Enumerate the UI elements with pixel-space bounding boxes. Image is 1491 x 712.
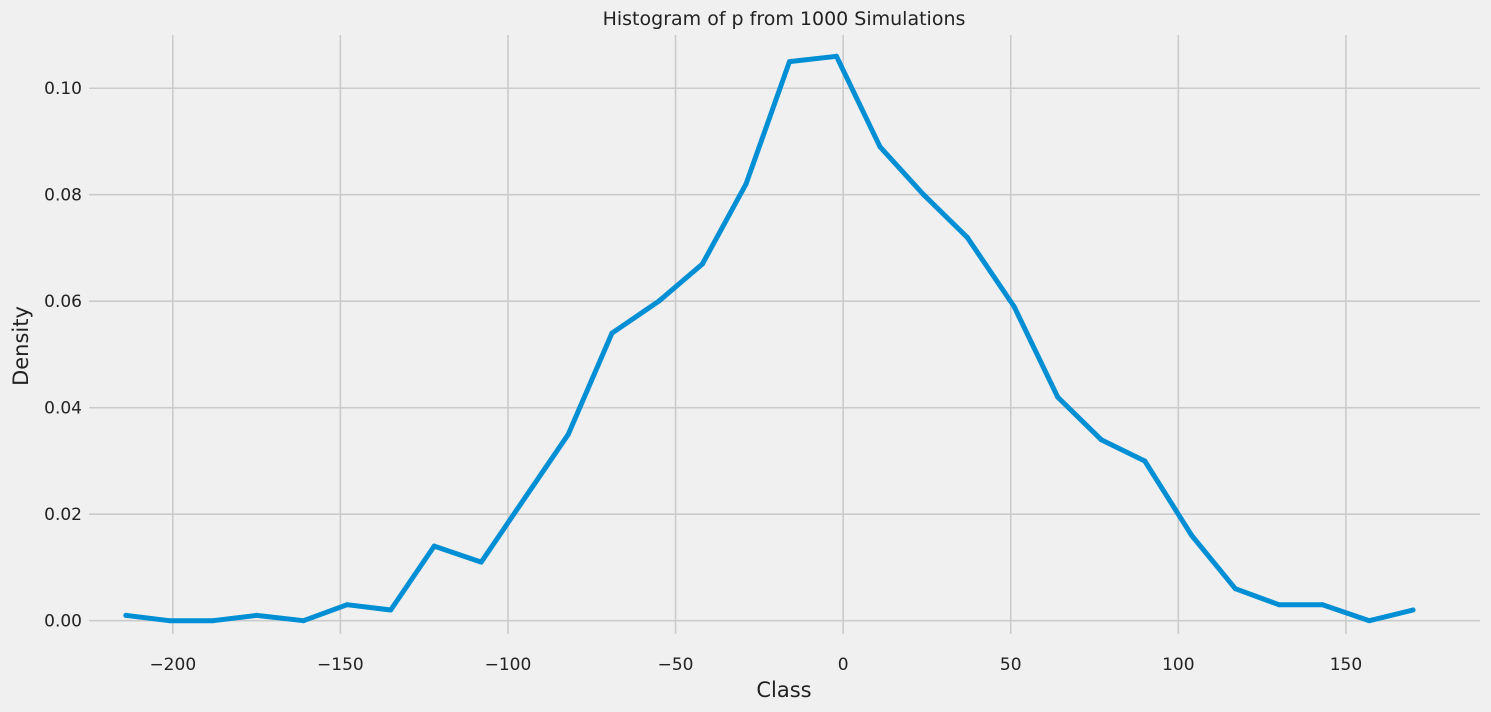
- series-layer: [123, 53, 1416, 624]
- x-axis-label: Class: [756, 678, 811, 702]
- x-tick-label: −150: [317, 655, 364, 675]
- data-point: [1189, 532, 1195, 538]
- data-point: [743, 181, 749, 187]
- data-point: [787, 59, 793, 65]
- data-point: [388, 607, 394, 613]
- data-point: [609, 330, 615, 336]
- data-point: [210, 618, 216, 624]
- data-point: [1319, 602, 1325, 608]
- data-point: [1098, 437, 1104, 443]
- chart-title: Histogram of p from 1000 Simulations: [603, 8, 966, 30]
- data-point: [1276, 602, 1282, 608]
- data-point: [478, 559, 484, 565]
- data-point: [344, 602, 350, 608]
- data-point: [301, 618, 307, 624]
- data-point: [1232, 586, 1238, 592]
- data-point: [699, 261, 705, 267]
- x-tick-label: 50: [1000, 655, 1022, 675]
- y-tick-label: 0.08: [44, 186, 82, 206]
- x-tick-label: 100: [1162, 655, 1194, 675]
- x-tick-label: −100: [485, 655, 532, 675]
- data-point: [833, 53, 839, 59]
- data-point: [1055, 394, 1061, 400]
- data-point: [123, 612, 129, 618]
- y-tick-label: 0.10: [44, 79, 82, 99]
- x-tick-label: −200: [149, 655, 196, 675]
- data-point: [877, 144, 883, 150]
- y-tick-label: 0.00: [44, 612, 82, 632]
- data-point: [254, 612, 260, 618]
- y-axis-label: Density: [9, 306, 33, 386]
- series-line: [123, 53, 1416, 624]
- y-tick-labels: 0.00 0.02 0.04 0.06 0.08 0.10: [44, 79, 82, 631]
- x-tick-label: 150: [1330, 655, 1362, 675]
- data-point: [565, 431, 571, 437]
- x-tick-label: −50: [658, 655, 694, 675]
- data-point: [1011, 304, 1017, 310]
- data-point: [522, 495, 528, 501]
- y-tick-label: 0.04: [44, 399, 82, 419]
- data-point: [166, 618, 172, 624]
- data-point: [1142, 458, 1148, 464]
- data-point: [431, 543, 437, 549]
- x-tick-label: 0: [838, 655, 849, 675]
- data-point: [1366, 618, 1372, 624]
- data-point: [964, 234, 970, 240]
- x-tick-labels: −200 −150 −100 −50 0 50 100 150: [149, 655, 1362, 675]
- data-point: [656, 298, 662, 304]
- y-tick-label: 0.06: [44, 292, 82, 312]
- data-point: [921, 192, 927, 198]
- data-point: [1410, 607, 1416, 613]
- grid: [89, 35, 1480, 634]
- y-tick-label: 0.02: [44, 505, 82, 525]
